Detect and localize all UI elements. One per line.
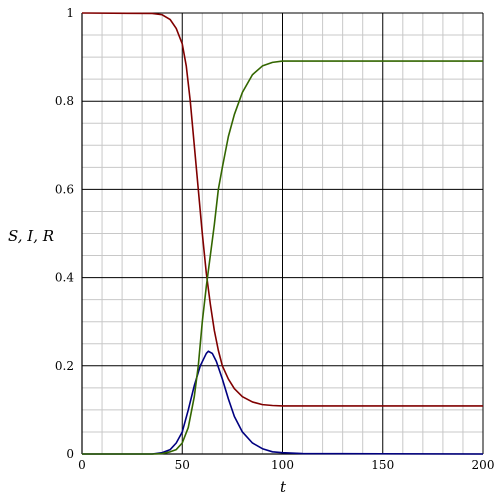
series-line-2 bbox=[82, 350, 484, 455]
y-tick-label: 0 bbox=[66, 447, 74, 461]
x-tick-label: 150 bbox=[371, 458, 394, 472]
y-tick-label: 1 bbox=[66, 6, 74, 20]
y-tick-label: 0.4 bbox=[55, 271, 74, 285]
x-tick-label: 200 bbox=[472, 458, 495, 472]
y-tick-label: 0.8 bbox=[55, 94, 74, 108]
x-tick-label: 100 bbox=[271, 458, 294, 472]
y-tick-labels: 0 0.2 0.4 0.6 0.8 1 bbox=[55, 6, 74, 461]
y-axis-label: S, I, R bbox=[8, 227, 54, 245]
series-lines bbox=[81, 12, 484, 455]
x-tick-label: 0 bbox=[78, 458, 86, 472]
y-tick-label: 0.6 bbox=[55, 182, 74, 196]
series-line-1 bbox=[81, 12, 483, 407]
series-line-3 bbox=[82, 60, 483, 455]
x-tick-labels: 0 50 100 150 200 bbox=[78, 458, 494, 472]
x-axis-label: t bbox=[280, 478, 287, 496]
y-tick-label: 0.2 bbox=[55, 359, 74, 373]
x-tick-label: 50 bbox=[175, 458, 190, 472]
